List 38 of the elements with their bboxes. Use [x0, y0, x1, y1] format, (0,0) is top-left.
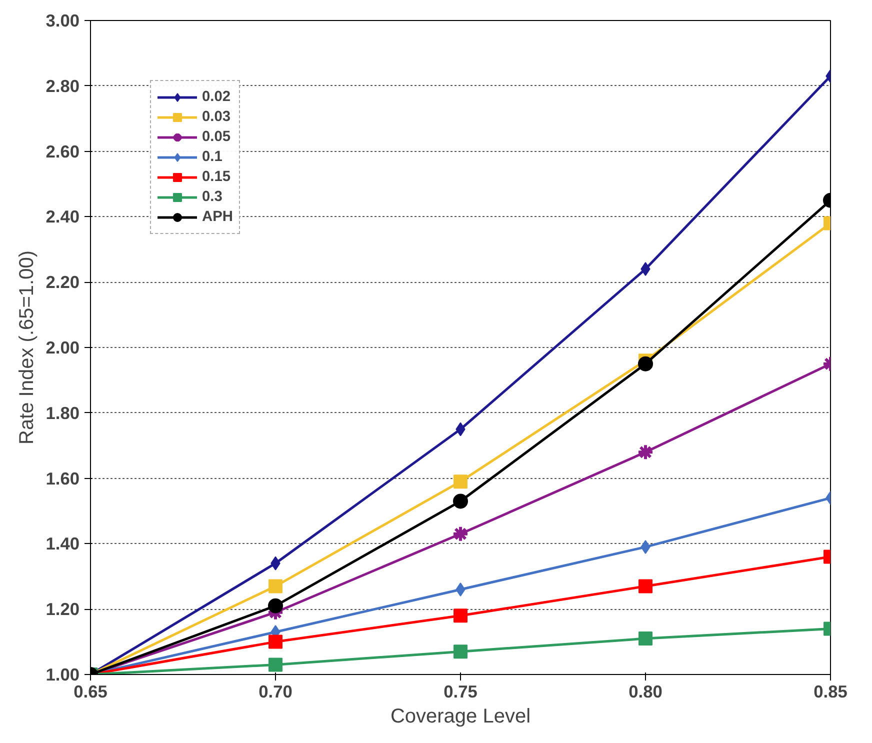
x-tick-label: 0.85: [814, 682, 848, 702]
legend-label: 0.02: [202, 89, 231, 105]
x-tick-label: 0.70: [258, 682, 292, 702]
point: [454, 608, 468, 623]
legend-label: APH: [202, 209, 233, 225]
point: [454, 644, 468, 659]
point: [268, 658, 282, 672]
point: [452, 525, 469, 542]
x-tick-label: 0.75: [444, 682, 478, 702]
y-tick-label: 1.80: [46, 402, 80, 423]
y-tick-label: 3.00: [46, 10, 80, 30]
y-tick-label: 2.60: [46, 141, 80, 162]
x-tick-label: 0.65: [74, 682, 108, 702]
legend-label: 0.05: [202, 129, 231, 145]
x-axis-title: Coverage Level: [390, 706, 531, 728]
y-axis-title: Rate Index (.65=1.00): [16, 250, 38, 445]
y-tick-label: 2.20: [46, 272, 80, 292]
y-tick-label: 1.00: [46, 664, 80, 684]
y-tick-label: 2.80: [46, 76, 80, 96]
legend-label: 0.03: [202, 109, 231, 125]
legend-label: 0.1: [202, 149, 222, 165]
point: [454, 474, 468, 489]
y-tick-label: 1.40: [46, 534, 80, 554]
point: [638, 579, 652, 594]
point: [453, 494, 468, 509]
point: [638, 356, 653, 372]
y-tick-label: 2.00: [46, 338, 80, 358]
point: [268, 579, 282, 594]
x-tick-label: 0.80: [628, 682, 662, 702]
point: [268, 598, 283, 614]
y-tick-label: 1.20: [46, 599, 80, 620]
y-tick-label: 2.40: [46, 206, 80, 227]
y-tick-label: 1.60: [46, 468, 80, 488]
legend-label: 0.3: [202, 189, 222, 205]
point: [637, 444, 654, 461]
legend-label: 0.15: [202, 169, 231, 185]
point: [268, 634, 282, 649]
point: [638, 632, 652, 646]
